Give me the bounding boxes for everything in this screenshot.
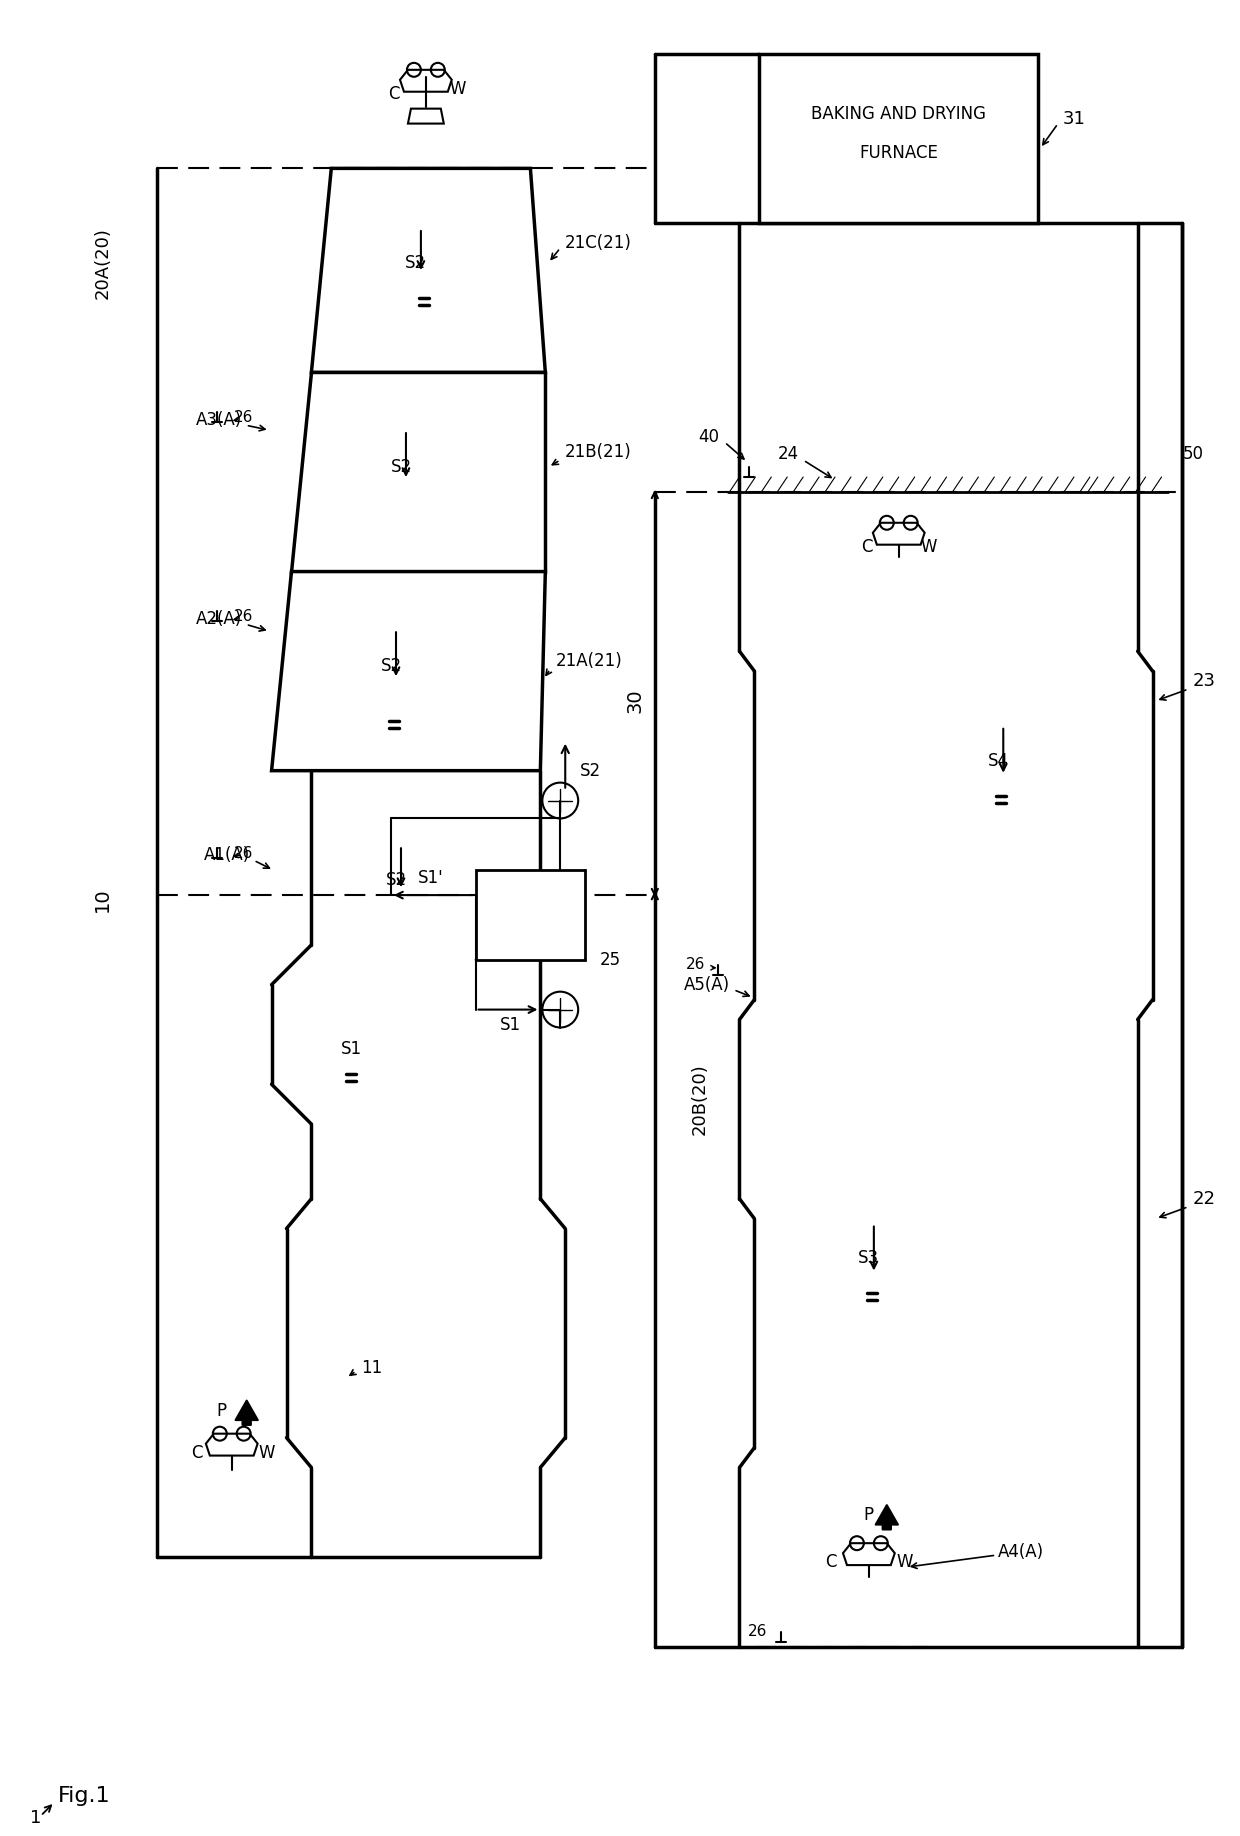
Text: A5(A): A5(A) <box>683 975 729 993</box>
Text: S1: S1 <box>500 1015 521 1034</box>
Text: A4(A): A4(A) <box>998 1542 1044 1561</box>
Text: Fig.1: Fig.1 <box>57 1786 110 1807</box>
Text: A3(A): A3(A) <box>196 411 242 430</box>
Text: 23: 23 <box>1193 672 1215 690</box>
Text: A1(A): A1(A) <box>203 846 249 865</box>
Text: A2(A): A2(A) <box>196 610 242 628</box>
Text: 21C(21): 21C(21) <box>565 233 632 252</box>
Text: W: W <box>449 79 466 97</box>
Text: 22: 22 <box>1193 1190 1215 1208</box>
Text: 26: 26 <box>686 957 706 973</box>
Text: S4: S4 <box>988 751 1009 769</box>
Text: S2: S2 <box>391 457 412 476</box>
Text: C: C <box>191 1443 202 1461</box>
Text: 20B(20): 20B(20) <box>691 1063 708 1135</box>
Text: W: W <box>897 1553 913 1572</box>
Text: FURNACE: FURNACE <box>859 145 939 162</box>
Text: S1': S1' <box>418 868 444 887</box>
Text: 21B(21): 21B(21) <box>565 442 632 461</box>
Text: 50: 50 <box>1183 444 1204 463</box>
Text: C: C <box>861 538 873 556</box>
Text: W: W <box>920 538 937 556</box>
Text: S2: S2 <box>580 762 601 780</box>
FancyBboxPatch shape <box>476 870 585 960</box>
Text: 30: 30 <box>625 688 645 714</box>
Polygon shape <box>401 70 451 92</box>
Text: W: W <box>258 1443 275 1461</box>
Text: 24: 24 <box>777 444 800 463</box>
Text: P: P <box>217 1401 227 1419</box>
Text: 21A(21): 21A(21) <box>556 652 622 670</box>
Text: S2: S2 <box>381 657 402 676</box>
Text: 11: 11 <box>361 1359 382 1377</box>
Text: BAKING AND DRYING: BAKING AND DRYING <box>811 105 986 123</box>
Text: S2: S2 <box>386 870 407 889</box>
Text: C: C <box>826 1553 837 1572</box>
Text: 26: 26 <box>233 846 253 861</box>
Text: 20A(20): 20A(20) <box>93 228 112 299</box>
Text: S1: S1 <box>341 1041 362 1058</box>
Text: C: C <box>388 84 399 103</box>
Polygon shape <box>206 1434 258 1456</box>
FancyBboxPatch shape <box>759 53 1038 224</box>
Text: S3: S3 <box>858 1250 879 1267</box>
Polygon shape <box>311 169 546 373</box>
Text: 26: 26 <box>233 610 253 624</box>
Text: 1: 1 <box>30 1808 41 1827</box>
Text: 40: 40 <box>698 428 719 446</box>
Polygon shape <box>843 1544 895 1564</box>
Text: 10: 10 <box>93 889 112 912</box>
Polygon shape <box>272 571 546 771</box>
Text: P: P <box>864 1506 874 1524</box>
Text: 25: 25 <box>600 951 621 969</box>
Text: 26: 26 <box>748 1625 768 1640</box>
Text: S2: S2 <box>405 253 427 272</box>
Text: 26: 26 <box>233 409 253 424</box>
Text: 31: 31 <box>1063 110 1086 127</box>
Polygon shape <box>291 373 546 571</box>
Polygon shape <box>873 523 925 545</box>
